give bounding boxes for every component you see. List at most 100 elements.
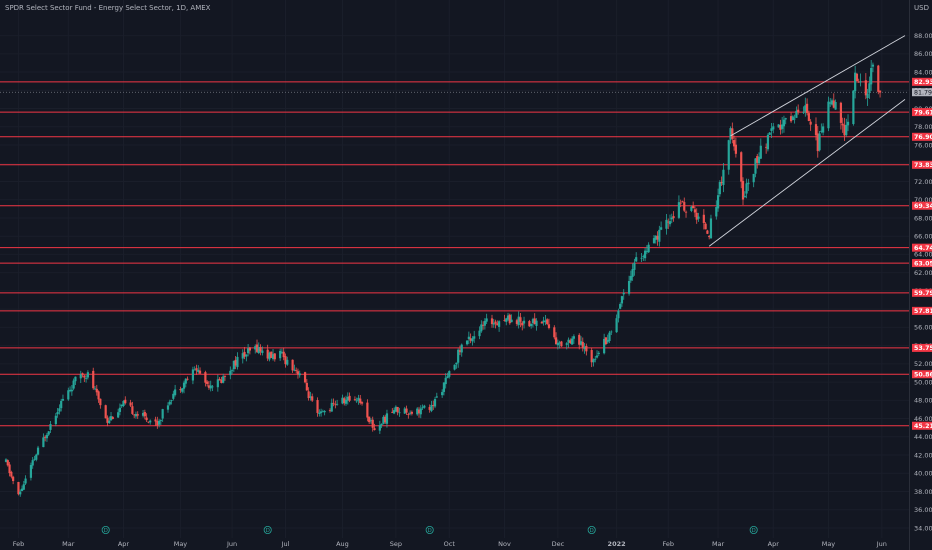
candle-body <box>109 416 113 421</box>
candle-body <box>441 392 444 396</box>
y-tick-label: 64.00 <box>914 251 932 259</box>
candle-body <box>546 319 549 324</box>
candle-body <box>392 410 396 414</box>
level-price-tag <box>912 306 932 315</box>
candle-body <box>458 350 462 352</box>
candle-body <box>391 411 394 413</box>
candle-body <box>305 382 308 391</box>
candle-body <box>332 402 335 404</box>
time-axis[interactable]: Feb Mar Apr May Jun Jul Aug Sep Oct Nov Dec 2022 Feb… <box>13 540 887 548</box>
candle-body <box>396 406 399 413</box>
y-tick-label: 34.00 <box>914 524 932 532</box>
candle-body <box>483 320 486 326</box>
candle-body <box>191 369 195 381</box>
candle-body <box>147 421 150 423</box>
candle-body <box>765 146 768 148</box>
level-price-tag <box>912 160 932 169</box>
candle-body <box>660 227 663 230</box>
candle-body <box>444 377 447 385</box>
candle-body <box>222 376 225 383</box>
y-tick-label: 78.00 <box>914 123 932 131</box>
candle-body <box>172 393 175 399</box>
candle-body <box>528 321 531 327</box>
candle-body <box>316 400 319 413</box>
candle-body <box>579 341 583 345</box>
candle-body <box>720 182 723 184</box>
candle-body <box>296 371 300 375</box>
candle-body <box>716 195 720 209</box>
candle-body <box>690 206 693 211</box>
candle-body <box>627 280 631 294</box>
y-tick-label: 72.00 <box>914 178 932 186</box>
candle-body <box>530 323 533 326</box>
candle-body <box>654 235 657 240</box>
candle-body <box>652 238 656 244</box>
dividend-marker <box>263 526 272 535</box>
candle-body <box>715 207 718 217</box>
candle-body <box>134 413 138 417</box>
candle-body <box>432 405 435 406</box>
candle-body <box>373 428 376 431</box>
horizontal-levels[interactable] <box>0 81 909 427</box>
candle-body <box>182 382 186 389</box>
candle-body <box>131 406 134 414</box>
level-price-tag <box>912 108 932 117</box>
candle-body <box>330 402 333 412</box>
candle-body <box>553 327 556 338</box>
candle-body <box>357 397 360 401</box>
candle-body <box>535 320 538 326</box>
candle-body <box>8 464 11 474</box>
candle-body <box>672 216 675 219</box>
candle-body <box>807 113 810 121</box>
candle-body <box>795 110 798 118</box>
candle-body <box>615 318 618 333</box>
x-tick-label: Feb <box>13 540 25 548</box>
rising-channel[interactable] <box>708 35 906 247</box>
dividend-marker-label: D <box>590 528 594 534</box>
candle-body <box>704 223 707 230</box>
candle-body <box>455 362 458 365</box>
candle-body <box>245 354 248 357</box>
candle-body <box>834 101 837 110</box>
candle-body <box>74 376 77 382</box>
candle-body <box>341 397 344 404</box>
candle-body <box>864 80 867 96</box>
level-price-tag-text: 63.05 <box>914 260 932 267</box>
chart-title: SPDR Select Sector Fund - Energy Select … <box>5 4 211 12</box>
candle-body <box>286 359 289 365</box>
candle-body <box>218 378 221 381</box>
candle-body <box>149 420 152 423</box>
candle-body <box>68 389 72 391</box>
candle-body <box>658 229 661 242</box>
x-tick-label: Apr <box>768 540 780 548</box>
candle-body <box>254 346 257 350</box>
candle-body <box>547 324 551 329</box>
candle-body <box>677 202 681 218</box>
candle-body <box>642 256 645 258</box>
candle-body <box>419 408 422 415</box>
candle-body <box>768 132 771 135</box>
candle-body <box>870 67 873 85</box>
level-price-tag-text: 59.79 <box>914 290 932 297</box>
x-tick-label: Jun <box>226 540 237 548</box>
candle-body <box>622 292 625 295</box>
candle-body <box>270 351 273 358</box>
y-tick-label: 40.00 <box>914 470 932 478</box>
candle-body <box>620 296 624 304</box>
candle-body <box>133 414 136 416</box>
level-price-tag <box>912 370 932 379</box>
candle-body <box>423 405 426 408</box>
candle-body <box>829 102 832 104</box>
candle-body <box>519 317 522 322</box>
candle-body <box>784 118 787 120</box>
candle-body <box>517 316 520 326</box>
candle-body <box>247 348 250 354</box>
currency-label: USD <box>914 4 929 12</box>
candle-body <box>42 437 45 448</box>
candle-body <box>366 402 369 418</box>
candle-body <box>471 338 474 342</box>
candle-body <box>855 73 859 81</box>
